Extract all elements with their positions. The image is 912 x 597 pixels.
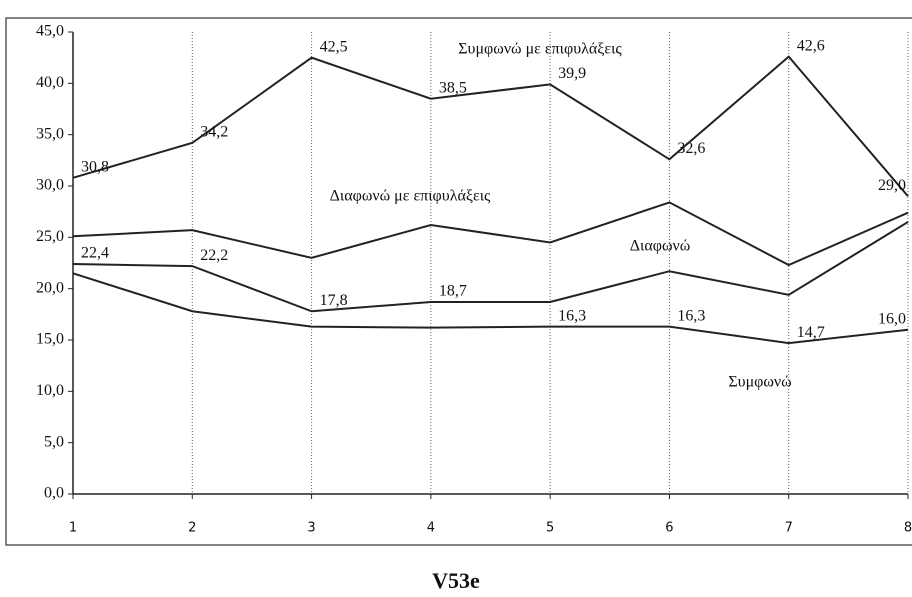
y-tick-label: 30,0 <box>36 177 64 194</box>
y-tick-label: 5,0 <box>44 433 64 450</box>
data-label: 42,5 <box>320 38 348 55</box>
series-line <box>72 55 909 197</box>
data-label: 29,0 <box>878 177 906 194</box>
y-tick-label: 10,0 <box>36 382 64 399</box>
data-label: 18,7 <box>439 283 467 300</box>
data-label: 38,5 <box>439 79 467 96</box>
data-label: 32,6 <box>677 140 705 157</box>
data-label: 39,9 <box>558 65 586 82</box>
x-tick-label: 6 <box>665 521 673 536</box>
data-label: 14,7 <box>797 324 825 341</box>
chart-frame <box>5 17 912 546</box>
y-tick-label: 0,0 <box>44 485 64 502</box>
x-tick-label: 4 <box>427 521 435 536</box>
y-tick-label: 25,0 <box>36 228 64 245</box>
y-tick-label: 20,0 <box>36 279 64 296</box>
series-name: Συμφωνώ με επιφυλάξεις <box>458 41 622 58</box>
y-tick-label: 45,0 <box>36 23 64 40</box>
data-label: 17,8 <box>320 292 348 309</box>
series-name: Διαφωνώ με επιφυλάξεις <box>330 188 491 205</box>
series-line <box>72 221 909 313</box>
x-tick-label: 1 <box>69 521 77 536</box>
data-label: 34,2 <box>200 124 228 141</box>
y-tick-label: 40,0 <box>36 74 64 91</box>
x-tick-label: 7 <box>785 521 793 536</box>
chart-title: V53e <box>432 568 480 593</box>
series-line <box>72 272 909 345</box>
x-tick-label: 5 <box>546 521 554 536</box>
y-tick-label: 15,0 <box>36 331 64 348</box>
x-tick-label: 8 <box>904 521 912 536</box>
series-name: Διαφωνώ <box>630 238 691 255</box>
data-label: 22,2 <box>200 247 228 264</box>
data-label: 16,0 <box>878 310 906 327</box>
y-tick-label: 35,0 <box>36 125 64 142</box>
data-label: 30,8 <box>81 158 109 175</box>
series-line <box>72 201 909 267</box>
x-tick-label: 3 <box>307 521 315 536</box>
data-label: 16,3 <box>677 307 705 324</box>
data-label: 22,4 <box>81 245 109 262</box>
data-label: 42,6 <box>797 37 825 54</box>
data-label: 16,3 <box>558 307 586 324</box>
series-name: Συμφωνώ <box>728 374 791 391</box>
x-tick-label: 2 <box>188 521 196 536</box>
